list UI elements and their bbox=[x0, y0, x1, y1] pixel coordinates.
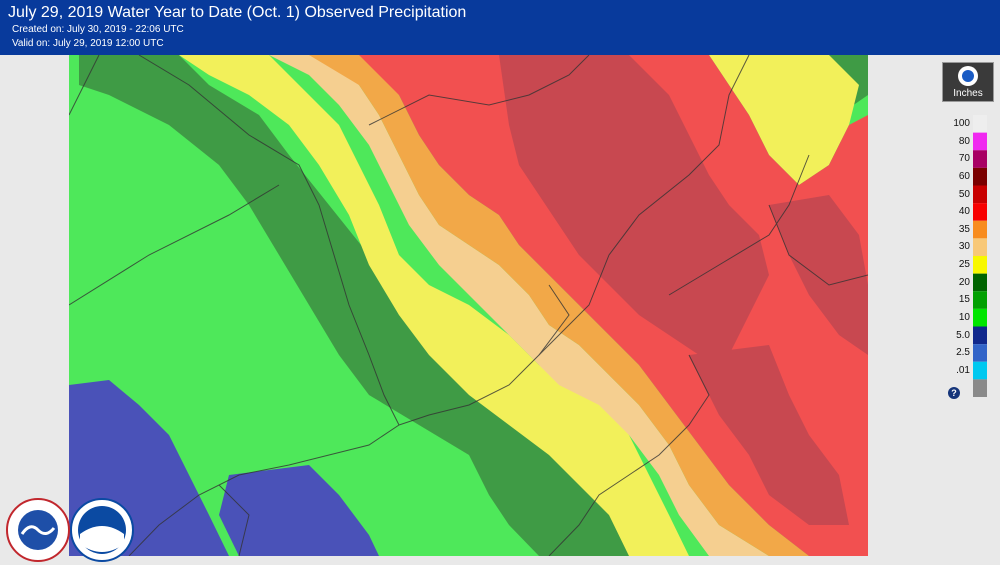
scale-labels: 100 80 70 60 50 40 35 30 25 20 15 10 5.0 2.5 .01 bbox=[930, 115, 970, 397]
region-15in bbox=[79, 55, 649, 556]
region-25in-ne bbox=[709, 55, 859, 185]
color-scale bbox=[973, 115, 987, 397]
scale-swatch bbox=[973, 167, 987, 186]
region-50in bbox=[499, 55, 769, 355]
county-boundaries bbox=[69, 55, 868, 556]
valid-date: Valid on: July 29, 2019 12:00 UTC bbox=[12, 38, 164, 49]
scale-swatch bbox=[973, 344, 987, 362]
scale-label: 70 bbox=[958, 153, 970, 165]
region-25in bbox=[179, 55, 689, 556]
scale-swatch bbox=[973, 361, 987, 380]
scale-label: 100 bbox=[953, 118, 970, 129]
scale-label: 10 bbox=[958, 311, 970, 323]
scale-swatch bbox=[973, 220, 987, 239]
scale-label: 20 bbox=[958, 276, 970, 288]
region-35in bbox=[309, 55, 809, 556]
scale-label: 50 bbox=[958, 188, 970, 200]
scale-swatch bbox=[973, 150, 987, 168]
scale-label: 40 bbox=[958, 206, 970, 218]
scale-label: 60 bbox=[958, 170, 970, 182]
scale-label: 5.0 bbox=[956, 329, 970, 341]
scale-swatch bbox=[973, 185, 987, 204]
scale-label: 80 bbox=[958, 135, 970, 147]
help-icon[interactable]: ? bbox=[948, 387, 960, 399]
scale-label: 25 bbox=[958, 259, 970, 270]
scale-label: .01 bbox=[956, 364, 970, 376]
region-50in-3 bbox=[769, 195, 868, 355]
scale-swatch bbox=[973, 291, 987, 309]
scale-label: 2.5 bbox=[956, 347, 970, 359]
scale-swatch bbox=[973, 326, 987, 345]
scale-swatch bbox=[973, 308, 987, 327]
precipitation-map[interactable] bbox=[69, 55, 868, 556]
scale-swatch bbox=[973, 379, 987, 397]
scale-swatch bbox=[973, 256, 987, 274]
map-title: July 29, 2019 Water Year to Date (Oct. 1… bbox=[8, 4, 467, 21]
scale-label: 15 bbox=[958, 294, 970, 306]
legend-unit: Inches bbox=[953, 88, 983, 99]
noaa-icon bbox=[958, 66, 978, 86]
scale-swatch bbox=[973, 273, 987, 292]
scale-label: 35 bbox=[958, 223, 970, 235]
scale-swatch bbox=[973, 115, 987, 133]
scale-swatch bbox=[973, 132, 987, 151]
scale-label: 30 bbox=[958, 241, 970, 253]
created-date: Created on: July 30, 2019 - 22:06 UTC bbox=[12, 24, 184, 35]
noaa-logo bbox=[70, 498, 134, 562]
region-5in-2 bbox=[219, 465, 379, 556]
region-30in bbox=[269, 55, 769, 556]
region-50in-2 bbox=[689, 345, 849, 525]
nws-logo bbox=[6, 498, 70, 562]
header-bar: July 29, 2019 Water Year to Date (Oct. 1… bbox=[0, 0, 1000, 55]
scale-swatch bbox=[973, 203, 987, 221]
noaa-legend-header: Inches bbox=[942, 62, 994, 102]
scale-swatch bbox=[973, 238, 987, 256]
